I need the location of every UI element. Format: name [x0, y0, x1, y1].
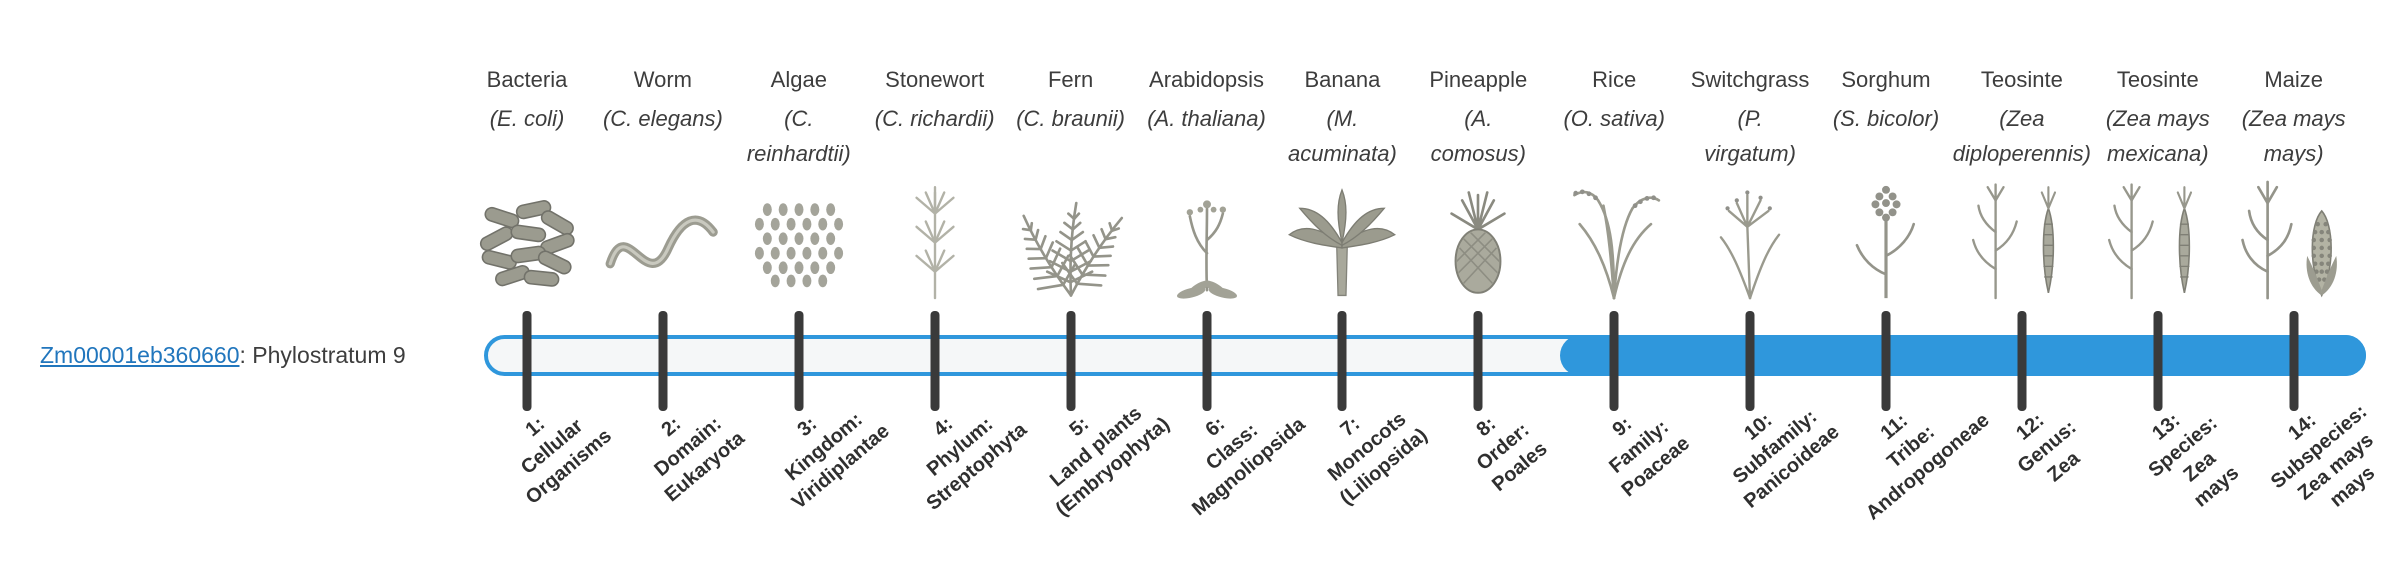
- stratum-tick: [2017, 311, 2027, 411]
- organism-common-name: Arabidopsis: [1149, 67, 1264, 92]
- phylostratum-filled-region: [1559, 335, 2366, 376]
- organism-species-name: (Zea diploperennis): [1952, 106, 2091, 167]
- stratum-taxon-label: 14: Subspecies: Zea mays mays: [2266, 400, 2379, 512]
- organism-species-name: (S. bicolor): [1832, 106, 1940, 131]
- stratum-tick: [1066, 311, 1076, 411]
- organism-species-name: (C. braunii): [1016, 106, 1125, 131]
- stratum-column-7: Banana (M. acuminata) 7: Monocots (Lilio…: [1252, 66, 1432, 584]
- organism-species-name: (E. coli): [489, 106, 565, 131]
- stratum-column-14: Maize (Zea mays mays) 14: Subspecies: Ze…: [2204, 66, 2384, 584]
- stratum-tick: [1202, 311, 1211, 411]
- organism-species-name: (P. virgatum): [1704, 106, 1796, 167]
- organism-common-name: Stonewort: [885, 67, 985, 92]
- organism-species-name: (M. acuminata): [1287, 106, 1397, 167]
- stratum-column-11: Sorghum (S. bicolor) 11: Tribe: Andropog…: [1796, 66, 1994, 584]
- gene-phylostratum-text: : Phylostratum 9: [239, 342, 406, 368]
- organism-common-name: Banana: [1304, 67, 1381, 92]
- stratum-column-13: Teosinte (Zea mays mexicana) 13: Species…: [2068, 66, 2248, 584]
- organism-species-name: (Zea mays mays): [2241, 106, 2346, 167]
- organism-common-name: Maize: [2264, 67, 2324, 92]
- organism-common-name: Rice: [1592, 67, 1637, 92]
- organism-species-name: (Zea mays mexicana): [2105, 106, 2210, 167]
- stratum-tick: [658, 311, 668, 411]
- stratum-tick: [1337, 311, 1347, 411]
- stratum-tick: [2289, 311, 2299, 411]
- stratum-column-9: Rice (O. sativa) 9: Family: Poaceae: [1524, 66, 1704, 584]
- organism-common-name: Bacteria: [486, 67, 568, 92]
- stratum-tick: [1473, 311, 1483, 411]
- organism-species-name: (C. richardii): [874, 106, 995, 131]
- organism-species-name: (C. elegans): [602, 106, 723, 131]
- stratum-column-6: Arabidopsis (A. thaliana) 6: Class: Magn…: [1117, 66, 1309, 584]
- gene-label: Zm00001eb360660: Phylostratum 9: [40, 341, 406, 369]
- stratum-column-4: Stonewort (C. richardii) 4: Phylum: Stre…: [845, 66, 1031, 584]
- stratum-column-12: Teosinte (Zea diploperennis) 12: Genus: …: [1932, 66, 2112, 584]
- organism-common-name: Algae: [770, 67, 827, 92]
- organism-species-name: (O. sativa): [1563, 106, 1665, 131]
- stratum-column-1: Bacteria (E. coli) 1: Cellular Organisms: [437, 66, 617, 584]
- organism-common-name: Fern: [1047, 67, 1094, 92]
- stratum-column-2: Worm (C. elegans) 2: Domain: Eukaryota: [573, 66, 753, 584]
- organism-common-name: Sorghum: [1841, 67, 1931, 92]
- organism-species-name: (A. thaliana): [1147, 106, 1266, 131]
- stratum-tick: [1609, 311, 1619, 411]
- organism-common-name: Pineapple: [1429, 67, 1528, 92]
- organism-species-name: (A. comosus): [1430, 106, 1526, 167]
- stratum-tick: [930, 311, 940, 411]
- organism-species-name: (C. reinhardtii): [746, 106, 851, 167]
- organism-common-name: Teosinte: [1980, 67, 2063, 92]
- stratum-tick: [522, 311, 532, 411]
- organism-common-name: Teosinte: [2116, 67, 2199, 92]
- stratum-tick: [794, 311, 804, 411]
- stratum-column-3: Algae (C. reinhardtii) 3: Kingdom: Virid…: [709, 66, 894, 584]
- stratum-tick: [1745, 311, 1755, 411]
- gene-id-link[interactable]: Zm00001eb360660: [40, 342, 240, 368]
- organism-common-name: Worm: [633, 67, 693, 92]
- organism-common-name: Switchgrass: [1690, 67, 1810, 92]
- stratum-tick: [2153, 311, 2163, 411]
- stratum-column-10: Switchgrass (P. virgatum) 10: Subfamily:…: [1660, 66, 1844, 584]
- stratum-tick: [1881, 311, 1891, 411]
- stratum-column-5: Fern (C. braunii) 5: Land plants (Embryo…: [981, 66, 1173, 584]
- maize-icon: [2204, 170, 2384, 306]
- stratum-column-8: Pineapple (A. comosus) 8: Order: Poales: [1388, 66, 1568, 584]
